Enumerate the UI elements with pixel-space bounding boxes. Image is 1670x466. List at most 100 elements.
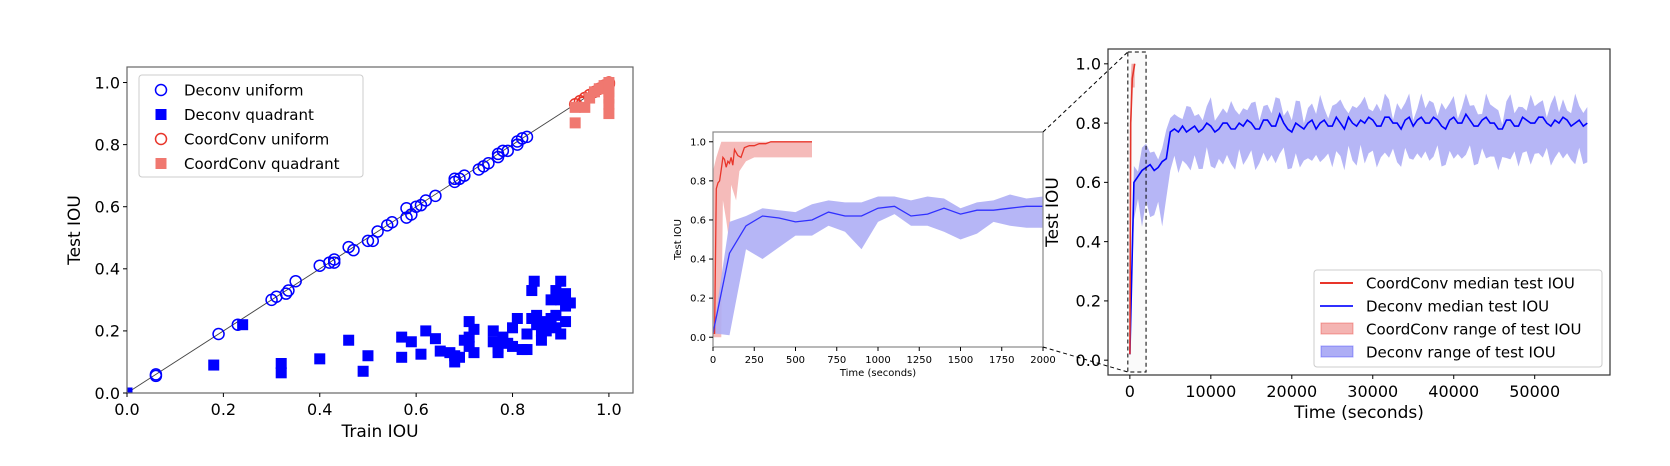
point-deconv-quadrant (454, 351, 466, 363)
y-tick-label: 1.0 (1076, 55, 1101, 74)
point-coordconv-quadrant (603, 92, 615, 104)
zoom-connector-bottom (1042, 346, 1128, 373)
x-tick-label: 0.8 (500, 400, 525, 419)
point-deconv-quadrant (555, 294, 567, 306)
x-tick-label: 40000 (1428, 382, 1479, 401)
point-deconv-quadrant (487, 336, 499, 348)
point-deconv-quadrant (357, 365, 369, 377)
legend-box (1313, 269, 1603, 368)
point-coordconv-quadrant (603, 83, 615, 95)
legend-label: CoordConv uniform (184, 131, 329, 149)
point-deconv-uniform (371, 225, 384, 238)
point-deconv-quadrant (396, 351, 408, 363)
x-tick-label: 50000 (1509, 382, 1560, 401)
point-deconv-quadrant (560, 288, 572, 300)
x-axis-label: Time (seconds) (839, 368, 916, 379)
y-tick-label: 1.0 (690, 137, 706, 148)
y-tick-label: 0.6 (690, 216, 706, 227)
point-deconv-quadrant (396, 331, 408, 343)
point-deconv-uniform (347, 243, 360, 257)
x-tick-label: 0.2 (211, 400, 236, 419)
x-axis-label: Time (seconds) (1293, 403, 1424, 423)
point-coordconv-quadrant (603, 98, 615, 110)
x-tick-label: 30000 (1347, 382, 1398, 401)
point-deconv-quadrant (540, 325, 552, 337)
point-deconv-quadrant (531, 319, 543, 331)
x-tick-label: 1000 (865, 355, 890, 366)
point-deconv-quadrant (314, 353, 326, 365)
y-axis-label: Test IOU (673, 219, 684, 261)
legend-label: Deconv uniform (184, 82, 304, 100)
x-tick-label: 250 (745, 355, 764, 366)
point-deconv-uniform (289, 274, 302, 288)
inset-line-chart: 0 250 500 750 1000 1250 1500 1750 2000 0.0 0.2 0.4 0… (673, 131, 1056, 379)
x-tick-label: 10000 (1185, 382, 1236, 401)
point-deconv-quadrant (535, 334, 547, 346)
zoom-connector-lines (1042, 51, 1129, 373)
x-tick-label: 1500 (948, 355, 973, 366)
y-tick-label: 0.4 (690, 255, 706, 266)
point-deconv-quadrant (275, 358, 287, 370)
y-tick-label: 0.8 (95, 135, 120, 154)
point-coordconv-quadrant (579, 101, 591, 113)
legend-box (138, 74, 364, 178)
x-tick-label: 0.4 (307, 400, 332, 419)
legend-fill-swatch (1320, 322, 1354, 335)
point-deconv-quadrant (420, 325, 432, 337)
point-deconv-quadrant (362, 350, 374, 362)
legend-marker-circle (154, 132, 168, 146)
legend-label: CoordConv median test IOU (1366, 275, 1575, 293)
point-deconv-quadrant (521, 328, 533, 340)
full-line-chart: 0 10000 20000 30000 40000 50000 0.0 0.2 0.4 0.6 0.… (1043, 48, 1611, 423)
point-deconv-uniform (327, 256, 341, 269)
point-deconv-quadrant (555, 328, 567, 340)
x-tick-label: 500 (786, 355, 805, 366)
legend-marker-square (155, 158, 167, 169)
x-tick-label: 1.0 (596, 400, 621, 419)
median-line-deconv (1129, 112, 1588, 355)
point-deconv-quadrant (550, 309, 562, 321)
x-tick-label: 0 (1125, 382, 1135, 401)
point-deconv-uniform (482, 156, 495, 170)
y-tick-label: 0.0 (690, 333, 706, 344)
point-deconv-uniform (458, 169, 471, 182)
point-deconv-quadrant (415, 348, 427, 360)
point-deconv-quadrant (507, 340, 519, 352)
legend: CoordConv median test IOU Deconv median t… (1313, 269, 1603, 368)
y-tick-label: 0.6 (95, 197, 120, 216)
x-axis-label: Train IOU (340, 422, 418, 442)
point-deconv-quadrant (507, 322, 519, 334)
point-deconv-uniform (149, 368, 163, 381)
point-deconv-uniform (385, 215, 399, 229)
y-tick-label: 0.4 (95, 260, 120, 279)
point-deconv-quadrant (560, 316, 572, 328)
point-deconv-quadrant (463, 331, 475, 343)
legend-label: Deconv quadrant (184, 106, 314, 124)
point-deconv-quadrant (487, 325, 499, 337)
legend-marker-circle (154, 83, 168, 97)
legend-marker-square (155, 109, 167, 120)
y-tick-label: 0.8 (1076, 114, 1101, 133)
point-deconv-quadrant (511, 312, 523, 324)
point-deconv-quadrant (531, 309, 543, 321)
point-deconv-quadrant (521, 344, 533, 356)
range-band-deconv (713, 194, 1043, 336)
point-deconv-uniform (279, 287, 293, 300)
point-deconv-uniform (212, 327, 225, 341)
point-coordconv-quadrant (584, 92, 596, 104)
point-deconv-uniform (361, 234, 375, 248)
y-tick-label: 1.0 (95, 73, 120, 92)
y-tick-label: 0.2 (1076, 292, 1101, 311)
point-deconv-quadrant (545, 294, 557, 306)
y-axis-label: Test IOU (65, 195, 85, 266)
zoom-region-box (1127, 51, 1147, 373)
zoom-connector-top (1042, 51, 1129, 133)
point-deconv-quadrant (237, 319, 249, 331)
plot-area (127, 76, 616, 393)
legend-label: Deconv median test IOU (1366, 298, 1549, 316)
point-deconv-quadrant (497, 331, 509, 343)
x-tick-label: 0.6 (403, 400, 428, 419)
point-deconv-uniform (429, 189, 442, 203)
point-deconv-uniform (282, 284, 295, 297)
